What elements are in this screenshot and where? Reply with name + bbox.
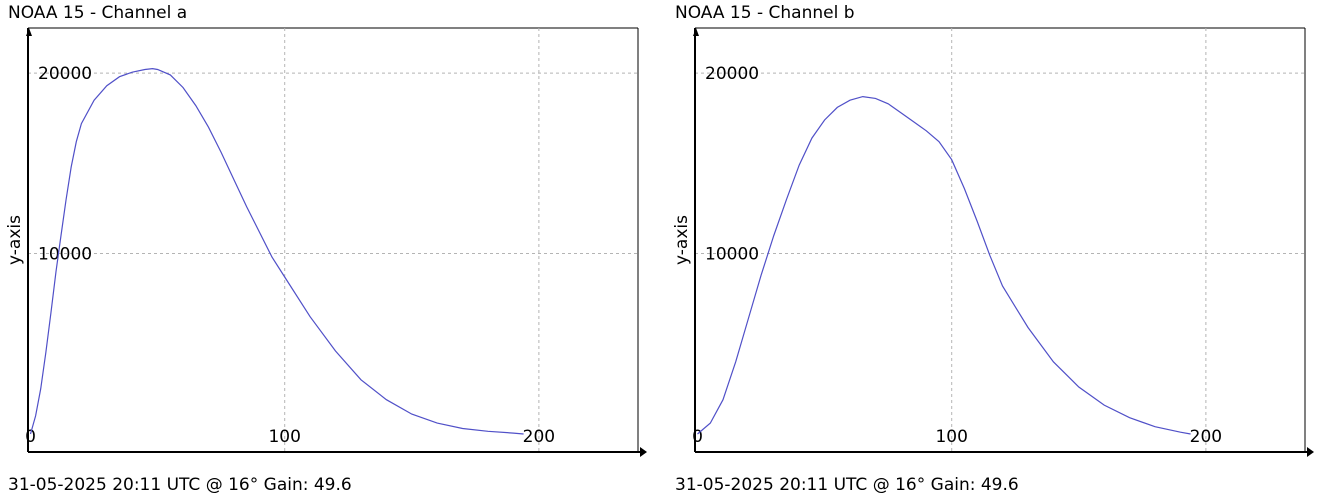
- x-tick-label: 200: [523, 427, 555, 447]
- y-axis-label: y-axis: [5, 215, 25, 265]
- y-axis-label: y-axis: [672, 215, 692, 265]
- y-tick-label: 20000: [705, 64, 759, 84]
- chart-footer: 31-05-2025 20:11 UTC @ 16° Gain: 49.6: [675, 475, 1019, 495]
- y-axis-arrow: [26, 28, 32, 36]
- x-axis-arrow: [1307, 447, 1314, 457]
- x-tick-label: 0: [25, 427, 36, 447]
- chart-footer: 31-05-2025 20:11 UTC @ 16° Gain: 49.6: [8, 475, 352, 495]
- chart-panel-channel-a: NOAA 15 - Channel a 0 100 200 10000 20000 y-a…: [5, 3, 647, 495]
- series-line: [29, 67, 524, 435]
- series-line: [697, 95, 1191, 435]
- y-tick-label: 10000: [705, 245, 759, 265]
- y-axis-arrow: [693, 28, 699, 36]
- x-axis-arrow: [640, 447, 647, 457]
- chart-panel-channel-b: NOAA 15 - Channel b 0 100 200 10000 20000 y-a…: [667, 0, 1334, 500]
- chart-title: NOAA 15 - Channel b: [675, 3, 855, 23]
- y-tick-label: 10000: [38, 245, 92, 265]
- x-tick-label: 100: [935, 427, 967, 447]
- x-tick-label: 200: [1190, 427, 1222, 447]
- x-tick-label: 0: [692, 427, 703, 447]
- x-tick-label: 100: [268, 427, 300, 447]
- chart-plot: 0 100 200 10000 20000 y-axis: [5, 27, 647, 457]
- y-tick-label: 20000: [38, 64, 92, 84]
- chart-plot: 0 100 200 10000 20000 y-axis: [672, 27, 1314, 457]
- chart-title: NOAA 15 - Channel a: [8, 3, 188, 23]
